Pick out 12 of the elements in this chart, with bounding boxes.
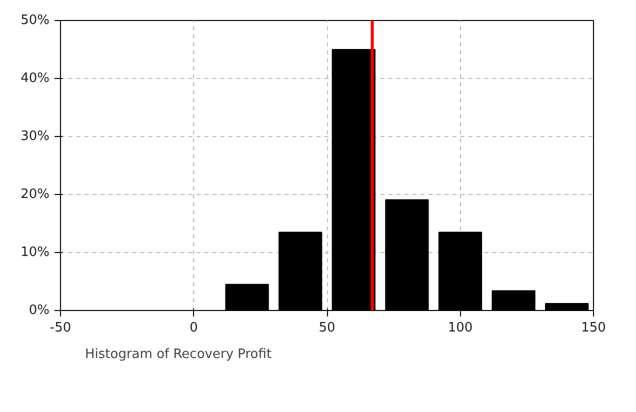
y-tick-label: 30% <box>20 129 50 144</box>
text: Histogram of Recovery Profit <box>85 346 272 362</box>
y-tick-label: 20% <box>20 187 50 202</box>
x-tick-label: 0 <box>190 320 198 336</box>
y-tick-label: 0% <box>28 303 50 318</box>
x-tick-label: 150 <box>581 320 606 336</box>
y-tick-label: 10% <box>20 245 50 260</box>
x-tick-label: 100 <box>448 320 473 336</box>
y-tick-label: 50% <box>20 13 50 28</box>
y-tick-label: 40% <box>20 71 50 86</box>
x-tick-label: 50 <box>318 320 336 336</box>
x-tick-label: -50 <box>50 320 72 336</box>
